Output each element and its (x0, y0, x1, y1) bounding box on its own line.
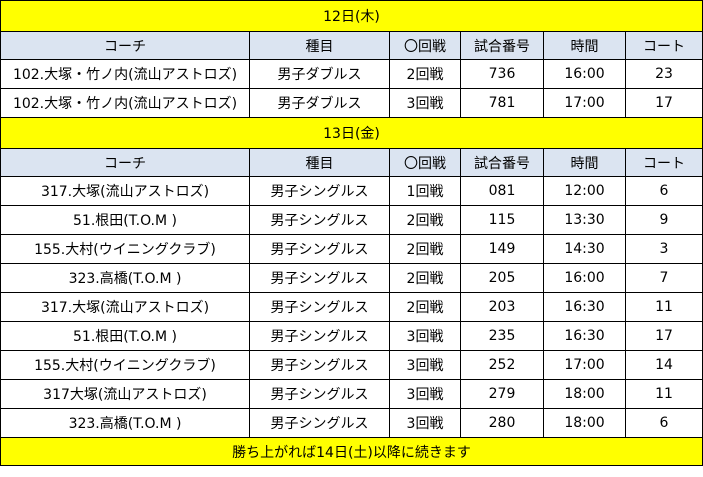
cell-match-number: 203 (460, 292, 544, 322)
column-header-row: コーチ 種目 〇回戦 試合番号 時間 コート (0, 31, 703, 60)
table-row: 317.大塚(流山アストロズ) 男子シングルス 1回戦 081 12:00 6 (0, 176, 703, 206)
cell-time: 17:00 (543, 350, 626, 380)
schedule-table: 12日(木) コーチ 種目 〇回戦 試合番号 時間 コート 102.大塚・竹ノ内… (0, 0, 703, 466)
cell-round: 3回戦 (389, 350, 461, 380)
header-time: 時間 (543, 31, 626, 60)
cell-match-number: 252 (460, 350, 544, 380)
cell-court: 6 (624, 176, 703, 206)
header-coach: コーチ (0, 148, 250, 177)
cell-court: 17 (624, 88, 703, 118)
footer-row: 勝ち上がれば14日(土)以降に続きます (0, 437, 703, 466)
cell-time: 16:00 (543, 263, 626, 293)
table-row: 51.根田(T.O.M ) 男子シングルス 3回戦 235 16:30 17 (0, 321, 703, 351)
table-row: 323.高橋(T.O.M ) 男子シングルス 2回戦 205 16:00 7 (0, 263, 703, 293)
cell-match-number: 235 (460, 321, 544, 351)
cell-time: 18:00 (543, 408, 626, 438)
cell-time: 16:00 (543, 59, 626, 89)
cell-court: 6 (624, 408, 703, 438)
header-time: 時間 (543, 148, 626, 177)
day-row: 13日(金) (0, 117, 703, 149)
cell-round: 2回戦 (389, 263, 461, 293)
header-coach: コーチ (0, 31, 250, 60)
cell-time: 12:00 (543, 176, 626, 206)
cell-coach: 155.大村(ウイニングクラブ) (0, 234, 250, 264)
cell-match-number: 081 (460, 176, 544, 206)
cell-time: 17:00 (543, 88, 626, 118)
cell-coach: 51.根田(T.O.M ) (0, 205, 250, 235)
cell-event: 男子シングルス (249, 205, 390, 235)
table-row: 102.大塚・竹ノ内(流山アストロズ) 男子ダブルス 3回戦 781 17:00… (0, 88, 703, 118)
cell-event: 男子シングルス (249, 350, 390, 380)
cell-round: 3回戦 (389, 379, 461, 409)
cell-time: 18:00 (543, 379, 626, 409)
cell-round: 3回戦 (389, 88, 461, 118)
table-row: 317.大塚(流山アストロズ) 男子シングルス 2回戦 203 16:30 11 (0, 292, 703, 322)
table-row: 102.大塚・竹ノ内(流山アストロズ) 男子ダブルス 2回戦 736 16:00… (0, 59, 703, 89)
cell-round: 3回戦 (389, 321, 461, 351)
cell-round: 2回戦 (389, 292, 461, 322)
cell-court: 17 (624, 321, 703, 351)
cell-event: 男子ダブルス (249, 59, 390, 89)
table-row: 155.大村(ウイニングクラブ) 男子シングルス 3回戦 252 17:00 1… (0, 350, 703, 380)
cell-coach: 155.大村(ウイニングクラブ) (0, 350, 250, 380)
cell-coach: 317大塚(流山アストロズ) (0, 379, 250, 409)
cell-time: 13:30 (543, 205, 626, 235)
cell-time: 16:30 (543, 321, 626, 351)
footer-note: 勝ち上がれば14日(土)以降に続きます (0, 437, 703, 466)
cell-round: 2回戦 (389, 234, 461, 264)
day-label: 13日(金) (0, 117, 703, 149)
cell-event: 男子シングルス (249, 408, 390, 438)
cell-round: 1回戦 (389, 176, 461, 206)
cell-event: 男子シングルス (249, 321, 390, 351)
cell-round: 2回戦 (389, 205, 461, 235)
cell-round: 2回戦 (389, 59, 461, 89)
header-event: 種目 (249, 148, 390, 177)
cell-match-number: 781 (460, 88, 544, 118)
header-round: 〇回戦 (389, 31, 461, 60)
cell-event: 男子シングルス (249, 234, 390, 264)
cell-match-number: 736 (460, 59, 544, 89)
header-match-number: 試合番号 (460, 148, 544, 177)
cell-coach: 317.大塚(流山アストロズ) (0, 176, 250, 206)
cell-court: 23 (624, 59, 703, 89)
cell-time: 14:30 (543, 234, 626, 264)
table-row: 155.大村(ウイニングクラブ) 男子シングルス 2回戦 149 14:30 3 (0, 234, 703, 264)
day-label: 12日(木) (0, 0, 703, 32)
day-row: 12日(木) (0, 0, 703, 32)
header-court: コート (624, 31, 703, 60)
cell-court: 14 (624, 350, 703, 380)
table-row: 51.根田(T.O.M ) 男子シングルス 2回戦 115 13:30 9 (0, 205, 703, 235)
cell-match-number: 280 (460, 408, 544, 438)
cell-round: 3回戦 (389, 408, 461, 438)
cell-court: 3 (624, 234, 703, 264)
cell-event: 男子シングルス (249, 263, 390, 293)
cell-event: 男子シングルス (249, 292, 390, 322)
table-row: 323.高橋(T.O.M ) 男子シングルス 3回戦 280 18:00 6 (0, 408, 703, 438)
cell-coach: 323.高橋(T.O.M ) (0, 408, 250, 438)
cell-event: 男子シングルス (249, 379, 390, 409)
cell-match-number: 149 (460, 234, 544, 264)
column-header-row: コーチ 種目 〇回戦 試合番号 時間 コート (0, 148, 703, 177)
cell-match-number: 115 (460, 205, 544, 235)
cell-match-number: 205 (460, 263, 544, 293)
cell-coach: 51.根田(T.O.M ) (0, 321, 250, 351)
cell-event: 男子ダブルス (249, 88, 390, 118)
header-match-number: 試合番号 (460, 31, 544, 60)
cell-court: 11 (624, 379, 703, 409)
header-round: 〇回戦 (389, 148, 461, 177)
table-row: 317大塚(流山アストロズ) 男子シングルス 3回戦 279 18:00 11 (0, 379, 703, 409)
cell-event: 男子シングルス (249, 176, 390, 206)
header-court: コート (624, 148, 703, 177)
header-event: 種目 (249, 31, 390, 60)
cell-time: 16:30 (543, 292, 626, 322)
cell-court: 7 (624, 263, 703, 293)
cell-coach: 323.高橋(T.O.M ) (0, 263, 250, 293)
cell-coach: 317.大塚(流山アストロズ) (0, 292, 250, 322)
cell-match-number: 279 (460, 379, 544, 409)
cell-coach: 102.大塚・竹ノ内(流山アストロズ) (0, 88, 250, 118)
cell-court: 9 (624, 205, 703, 235)
cell-court: 11 (624, 292, 703, 322)
cell-coach: 102.大塚・竹ノ内(流山アストロズ) (0, 59, 250, 89)
